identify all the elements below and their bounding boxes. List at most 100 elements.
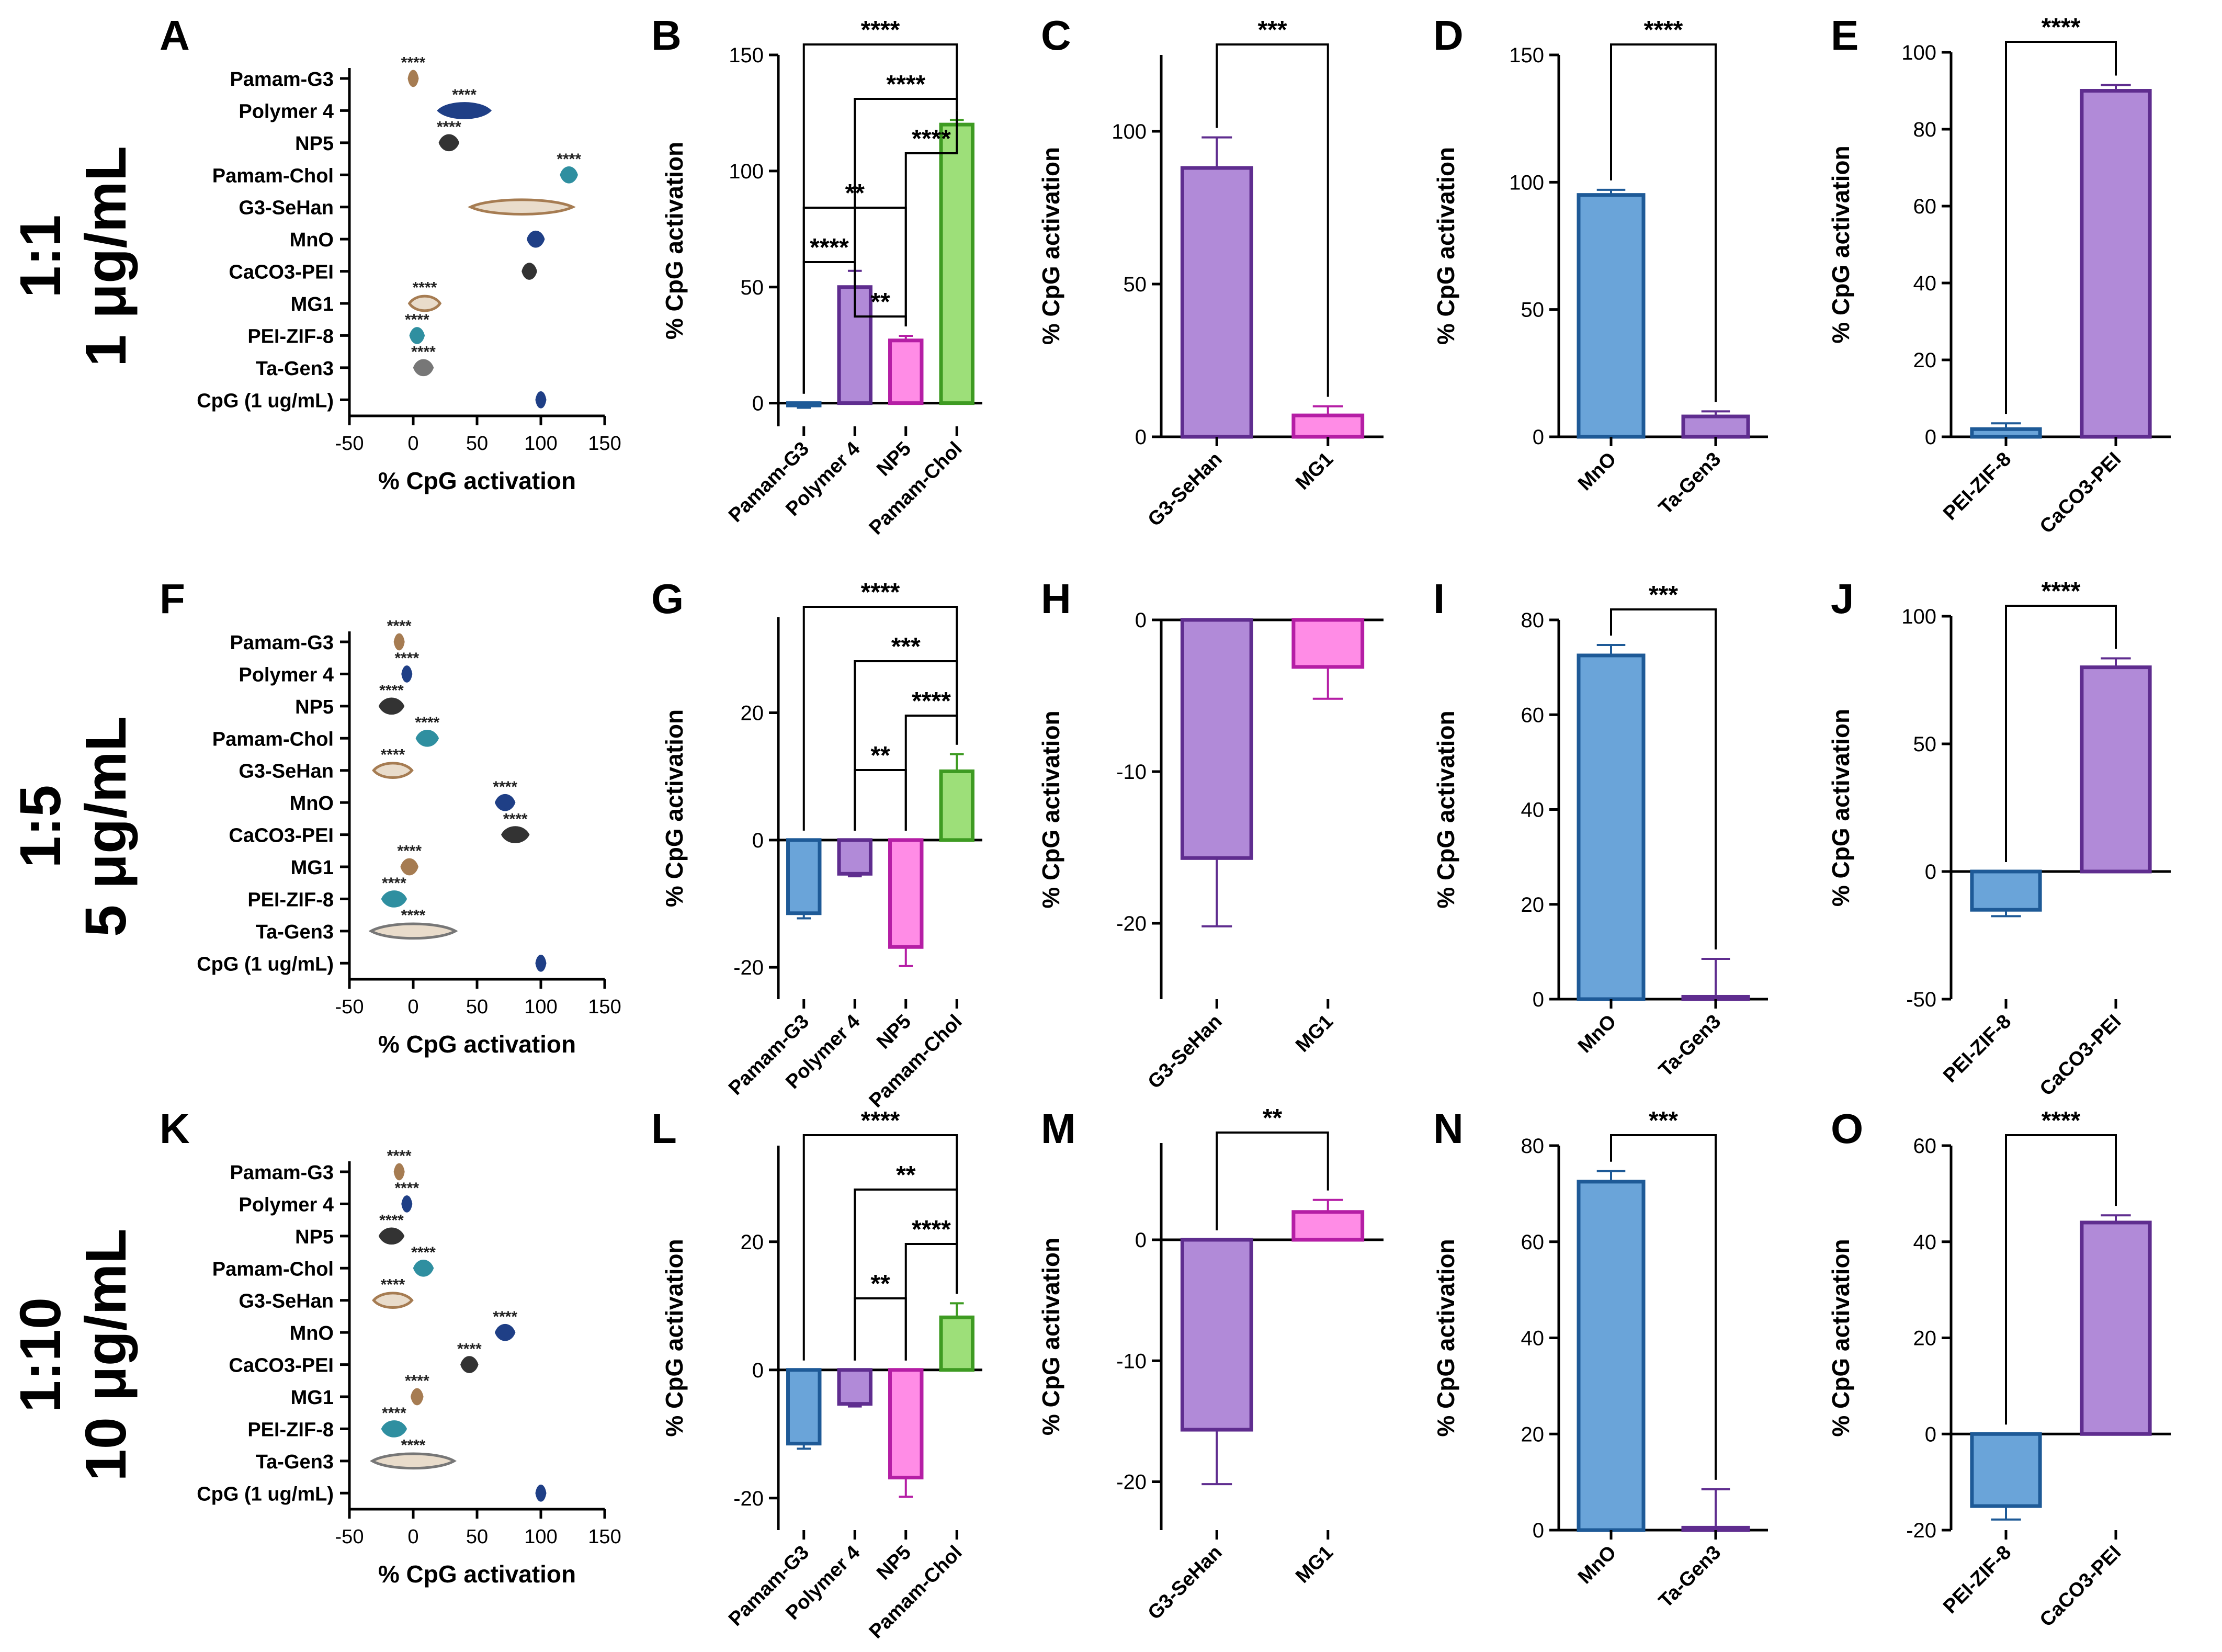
bar xyxy=(888,1368,924,1480)
row-label-ratio: 1:10 xyxy=(8,1297,73,1412)
violin-shape xyxy=(381,1420,407,1438)
y-tick-label: 100 xyxy=(1901,41,1936,64)
significance-bracket xyxy=(854,1189,958,1361)
violin-shape xyxy=(411,1388,424,1406)
significance-label: **** xyxy=(437,119,461,136)
violin-shape xyxy=(368,922,458,940)
x-tick-label: MnO xyxy=(1574,448,1620,495)
violin-shape xyxy=(381,890,407,908)
significance-bracket xyxy=(2005,1134,2117,1425)
significance-label: **** xyxy=(401,1437,426,1454)
significance-label: **** xyxy=(861,16,900,44)
significance-label: **** xyxy=(861,579,900,606)
y-axis-label: % CpG activation xyxy=(1827,1239,1854,1436)
y-tick-label: 20 xyxy=(1521,893,1545,916)
violin-shape xyxy=(372,762,414,779)
significance-label: ** xyxy=(1263,1104,1283,1132)
violin-shape xyxy=(437,102,492,119)
violin-shape xyxy=(415,729,439,747)
y-tick-label: 50 xyxy=(1521,299,1545,322)
x-tick-label: Ta-Gen3 xyxy=(1654,1542,1725,1612)
significance-label: **** xyxy=(397,843,422,860)
panel-letter: B xyxy=(651,12,682,59)
bar xyxy=(888,838,924,949)
y-axis-label: % CpG activation xyxy=(1037,710,1064,908)
bar xyxy=(1291,618,1365,669)
significance-label: **** xyxy=(1644,16,1683,44)
x-tick-label: 0 xyxy=(407,433,418,455)
category-label: Pamam-Chol xyxy=(212,1258,334,1280)
significance-label: ** xyxy=(870,1270,890,1298)
row-label-1: 1:1 1 μg/mL xyxy=(8,146,138,367)
y-tick-label: 80 xyxy=(1521,609,1545,632)
panel-letter: M xyxy=(1041,1105,1076,1152)
significance-label: **** xyxy=(381,746,405,763)
violin-shape xyxy=(401,665,413,683)
x-tick-label: Pamam-Chol xyxy=(865,1011,967,1112)
significance-label: **** xyxy=(405,1373,429,1390)
category-label: Pamam-G3 xyxy=(230,1162,334,1184)
x-axis-label: % CpG activation xyxy=(378,1560,576,1588)
y-axis-label: % CpG activation xyxy=(1037,1238,1064,1435)
violin-shape xyxy=(494,1323,516,1341)
panels-layer: A-50 0 50 100 150% CpG activationPamam-G3***… xyxy=(160,12,2171,1643)
y-tick-label: 0 xyxy=(1135,1229,1147,1252)
significance-label: **** xyxy=(411,1244,436,1261)
row-label-concentration: 1 μg/mL xyxy=(74,146,138,367)
x-tick-label: MG1 xyxy=(1291,1011,1337,1057)
bar xyxy=(1970,427,2042,439)
panel-letter: N xyxy=(1433,1105,1464,1152)
panel-h: H -20 -10 0 % CpG activation G3-SeHan MG1 xyxy=(1037,575,1384,1093)
x-tick-label: -50 xyxy=(335,433,364,455)
y-tick-label: 0 xyxy=(752,1359,764,1382)
violin-shape xyxy=(535,391,547,409)
row-label-2: 1:5 5 μg/mL xyxy=(8,716,138,937)
y-axis-label: % CpG activation xyxy=(661,142,688,340)
y-tick-label: 20 xyxy=(741,1231,764,1254)
category-label: CaCO3-PEI xyxy=(229,1355,334,1377)
significance-bracket xyxy=(1610,1134,1717,1480)
category-label: Pamam-G3 xyxy=(230,632,334,654)
significance-bracket xyxy=(854,660,958,831)
bar xyxy=(786,838,822,915)
significance-label: ** xyxy=(896,1161,916,1189)
y-tick-label: 0 xyxy=(752,392,764,415)
significance-label: **** xyxy=(912,125,951,153)
y-tick-label: 100 xyxy=(1509,171,1544,194)
y-axis-label: % CpG activation xyxy=(1827,709,1854,907)
bar xyxy=(786,401,822,408)
x-tick-label: -50 xyxy=(335,1526,364,1548)
y-tick-label: 50 xyxy=(1913,733,1937,756)
y-tick-label: 40 xyxy=(1521,799,1545,822)
significance-bracket xyxy=(854,261,907,326)
category-label: MG1 xyxy=(291,857,334,879)
bar xyxy=(939,1315,974,1372)
bar xyxy=(1681,994,1750,1001)
significance-label: *** xyxy=(1649,1107,1678,1135)
x-tick-label: MG1 xyxy=(1291,1542,1337,1588)
panel-letter: O xyxy=(1831,1105,1863,1152)
row-label-ratio: 1:1 xyxy=(8,215,73,298)
significance-bracket xyxy=(802,1134,958,1361)
x-tick-label: G3-SeHan xyxy=(1143,448,1226,531)
significance-label: *** xyxy=(891,633,921,661)
category-label: Pamam-Chol xyxy=(212,165,334,187)
significance-label: **** xyxy=(557,151,581,168)
violin-shape xyxy=(413,1260,434,1277)
significance-label: **** xyxy=(452,86,477,104)
x-tick-label: -50 xyxy=(335,996,364,1018)
significance-label: **** xyxy=(401,907,426,924)
significance-label: **** xyxy=(413,279,437,297)
y-tick-label: 40 xyxy=(1521,1327,1545,1350)
category-label: CaCO3-PEI xyxy=(229,825,334,847)
category-label: MnO xyxy=(290,793,334,814)
significance-label: *** xyxy=(1649,581,1678,609)
y-tick-label: 40 xyxy=(1913,1231,1937,1254)
significance-label: ** xyxy=(870,288,890,316)
y-tick-label: 150 xyxy=(1509,44,1544,67)
bar xyxy=(1577,653,1646,1001)
row-label-concentration: 5 μg/mL xyxy=(74,716,138,937)
x-tick-label: PEI-ZIF-8 xyxy=(1939,1542,2015,1618)
y-tick-label: 0 xyxy=(1533,988,1544,1011)
violin-shape xyxy=(535,954,547,972)
